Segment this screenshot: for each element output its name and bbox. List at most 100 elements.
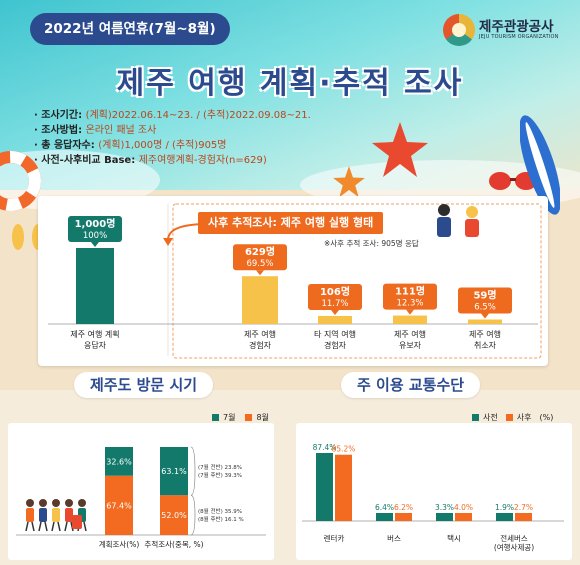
bar-before: [496, 513, 513, 521]
segment-label-july: 32.6%: [106, 457, 132, 466]
traveler-head-icon: [52, 499, 60, 507]
july-breakdown-note: (7월 후반) 39.3%: [198, 471, 242, 479]
bar: [468, 319, 502, 324]
page-title: 제주 여행 계획·추적 조사: [116, 66, 464, 101]
bar-value-label: 629명: [245, 245, 275, 258]
traveler-body-icon: [65, 508, 73, 522]
suitcase-icon: [72, 515, 82, 529]
traveler-body-icon: [39, 508, 47, 522]
survey-info-row: · 총 응답자수: (계획)1,000명 / (추적)905명: [34, 138, 311, 153]
survey-info-key: · 사전-사후비교 Base:: [34, 155, 139, 166]
execution-chart-note: ※사후 추적 조사: 905명 응답: [324, 239, 419, 248]
transport-legend: 사전 사후 (%): [472, 412, 553, 423]
bar-value-label-pointer: [256, 270, 264, 276]
bar-value-label: 69.5%: [246, 259, 273, 269]
logo: 제주관광공사 JEJU TOURISM ORGANIZATION: [443, 14, 559, 46]
visit-timing-legend: 7월 8월: [212, 412, 269, 423]
category-label: 제주 여행: [469, 329, 501, 339]
bar-value-label: 111명: [395, 285, 425, 298]
bar-value-label-pointer: [406, 309, 414, 315]
bar-value-label: 59명: [473, 289, 496, 302]
visit-timing-panel: 32.6% 67.4% 계획조사(%) 63.1% 52.0% 추적조사(중복, %) (7…: [8, 423, 274, 560]
bar-before: [436, 513, 453, 521]
category-label: 택시: [447, 533, 461, 543]
flow-arrow-head: [163, 238, 173, 246]
survey-info-row: · 사전-사후비교 Base: 제주여행계획-경험자(n=629): [34, 153, 311, 168]
bar-value-label: 12.3%: [396, 299, 423, 309]
legend-swatch-after: [505, 414, 513, 421]
legend-label-july: 7월: [223, 413, 236, 422]
bar-value-label-pointer: [481, 313, 489, 319]
survey-info-value: (계획)1,000명 / (추적)905명: [98, 140, 227, 151]
survey-info: · 조사기간: (계획)2022.06.14~23. / (추적)2022.09…: [34, 108, 311, 168]
transport-panel: 87.4% 85.2% 렌터카 6.4% 6.2% 버스 3.3% 4.0% 택시 1.9% 2.7…: [296, 423, 572, 560]
period-badge: 2022년 여름연휴(7월~8월): [30, 13, 230, 45]
august-breakdown-note: (8월 후반) 16.1 %: [198, 515, 244, 523]
logo-name: 제주관광공사: [479, 19, 554, 35]
survey-info-key: · 조사기간:: [34, 110, 86, 121]
bar-segment-july: [160, 447, 188, 496]
bar-value-label-bg: [458, 287, 512, 314]
starfish-icon: [372, 122, 428, 177]
bar-value-label: 6.5%: [474, 303, 496, 313]
bar-after: [455, 513, 472, 521]
traveler-body-icon: [52, 508, 60, 522]
bar-after: [395, 513, 412, 521]
category-label: 제주 여행: [394, 329, 426, 339]
bar-value-label: 1,000명: [75, 217, 116, 230]
bar: [242, 276, 278, 324]
segment-label-august: 52.0%: [161, 511, 187, 520]
august-brace: [190, 494, 196, 536]
surfboard-icon: [520, 115, 560, 215]
category-label: 경험자: [249, 340, 272, 350]
segment-label-july: 63.1%: [161, 467, 187, 476]
traveler-head-icon: [78, 499, 86, 507]
legend-label-august: 8월: [256, 413, 269, 422]
survey-info-row: · 조사기간: (계획)2022.06.14~23. / (추적)2022.09…: [34, 108, 311, 123]
category-label: 추적조사(중복, %): [144, 539, 203, 549]
survey-info-value: 온라인 패널 조사: [85, 125, 157, 136]
survey-info-row: · 조사방법: 온라인 패널 조사: [34, 123, 311, 138]
bar-value-label: 100%: [83, 231, 107, 241]
legend-swatch-before: [472, 414, 479, 421]
bar-segment-august: [160, 495, 188, 535]
logo-subtitle: JEJU TOURISM ORGANIZATION: [479, 34, 559, 40]
followup-group-frame: [172, 203, 542, 359]
traveler-leg-icon: [51, 521, 55, 532]
transport-title: 주 이용 교통수단: [341, 372, 481, 398]
legend-label-after: 사후: [516, 413, 532, 422]
category-label: 렌터카: [324, 533, 345, 543]
august-breakdown-note: (8월 전반) 35.9%: [198, 507, 242, 515]
float-ring-icon: [0, 151, 41, 211]
logo-mark-icon: [443, 14, 475, 46]
bar: [393, 315, 427, 324]
bar-value-label: 4.0%: [454, 503, 473, 512]
legend-swatch-august: [245, 414, 253, 421]
category-label: 응답자: [84, 340, 107, 350]
bar-value-label: 106명: [320, 285, 350, 298]
traveler-leg-icon: [57, 521, 61, 532]
bar-value-label: 11.7%: [321, 299, 348, 309]
execution-chart-title: 사후 추적조사: 제주 여행 실행 형태: [198, 212, 384, 234]
bar-value-label: 2.7%: [514, 503, 533, 512]
july-breakdown-note: (7월 전반) 23.8%: [198, 463, 242, 471]
traveler-head-icon: [26, 499, 34, 507]
bar-value-label: 87.4%: [313, 443, 337, 452]
transport-chart: 87.4%85.2% 렌터카 6.4% 6.2% 버스 3.3% 4.0% 택시 1.9% 2.7…: [302, 443, 564, 552]
legend-label-before: 사전: [483, 413, 498, 422]
bar-value-label: 6.4%: [375, 503, 394, 512]
bar-value-label-pointer: [331, 309, 339, 315]
travelers-icon: [437, 204, 479, 237]
bar-value-label-bg: [68, 216, 122, 242]
bar-before: [316, 453, 333, 521]
survey-info-value: (계획)2022.06.14~23. / (추적)2022.09.08~21.: [85, 110, 311, 121]
bar-value-label-bg: [383, 283, 437, 310]
category-label: 버스: [387, 533, 401, 543]
traveler-head-icon: [65, 499, 73, 507]
survey-info-value: 제주여행계획-경험자(n=629): [138, 155, 267, 166]
category-label: 경험자: [324, 340, 347, 350]
legend-swatch-july: [212, 414, 219, 421]
starfish-icon: [333, 166, 365, 198]
bar-segment-july: [105, 447, 133, 476]
bar: [76, 248, 114, 324]
